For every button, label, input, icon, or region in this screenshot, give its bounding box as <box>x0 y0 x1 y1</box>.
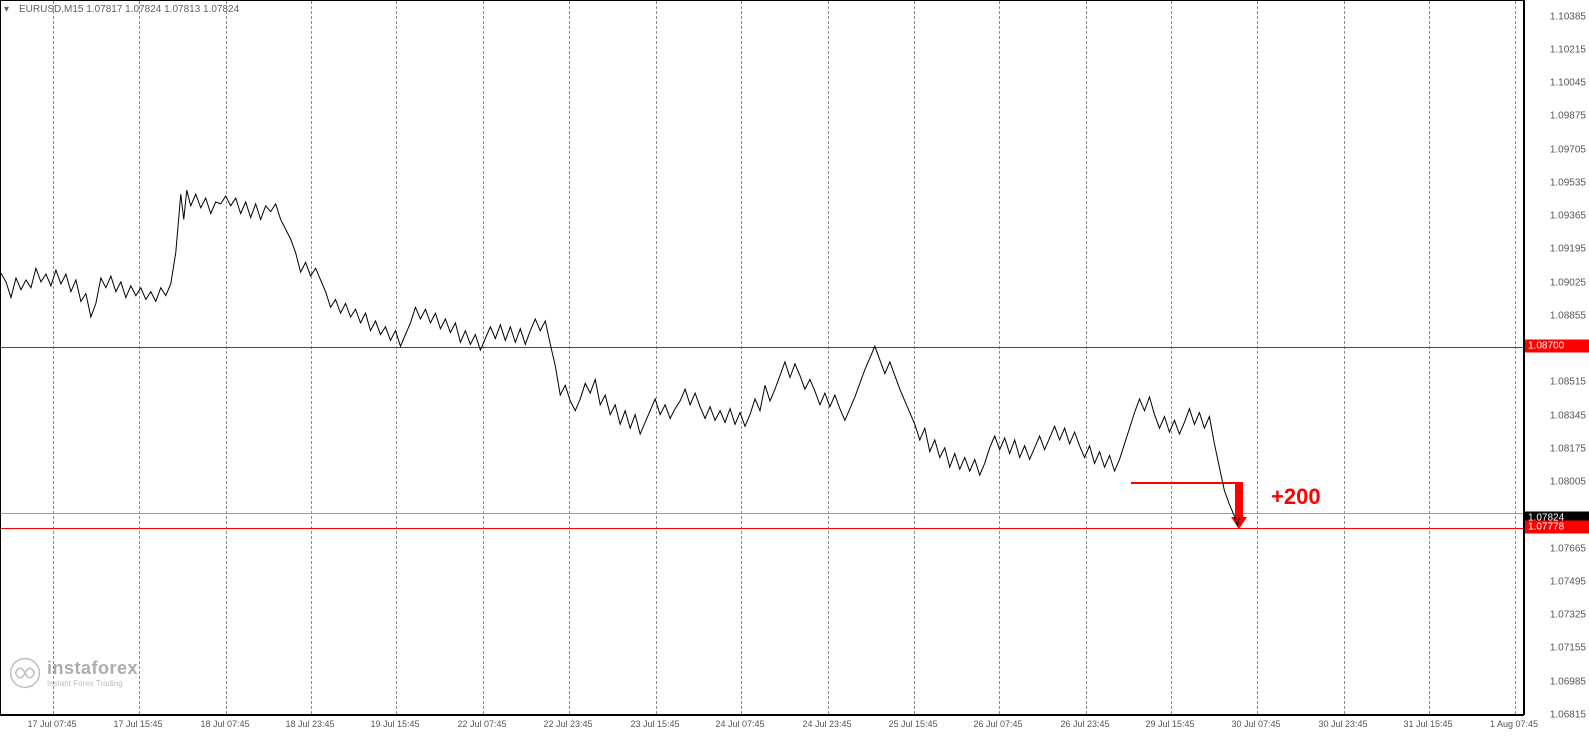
y-tick-label: 1.08855 <box>1550 310 1586 321</box>
x-tick-label: 24 Jul 23:45 <box>802 719 851 729</box>
y-tick-label: 1.07665 <box>1550 543 1586 554</box>
chart-plot-area[interactable]: ▾ EURUSD,M15 1.07817 1.07824 1.07813 1.0… <box>0 0 1524 715</box>
minimize-icon[interactable]: ▾ <box>4 4 9 15</box>
x-tick-label: 31 Jul 15:45 <box>1403 719 1452 729</box>
x-tick-label: 18 Jul 07:45 <box>200 719 249 729</box>
y-tick-label: 1.09195 <box>1550 244 1586 255</box>
y-axis: 1.10385 1.10215 1.10045 1.09875 1.09705 1.095… <box>1524 0 1589 715</box>
y-tick-label: 1.08175 <box>1550 443 1586 454</box>
x-tick-label: 25 Jul 15:45 <box>888 719 937 729</box>
x-tick-label: 19 Jul 15:45 <box>370 719 419 729</box>
x-tick-label: 26 Jul 23:45 <box>1060 719 1109 729</box>
x-tick-label: 26 Jul 07:45 <box>973 719 1022 729</box>
watermark: instaforex Instant Forex Trading <box>9 657 138 689</box>
x-tick-label: 22 Jul 23:45 <box>543 719 592 729</box>
x-tick-label: 30 Jul 23:45 <box>1318 719 1367 729</box>
y-tick-label: 1.09535 <box>1550 177 1586 188</box>
price-marker: 1.08700 <box>1525 340 1589 353</box>
x-tick-label: 30 Jul 07:45 <box>1231 719 1280 729</box>
x-tick-label: 22 Jul 07:45 <box>457 719 506 729</box>
y-tick-label: 1.07495 <box>1550 576 1586 587</box>
y-tick-label: 1.09365 <box>1550 211 1586 222</box>
y-tick-label: 1.08345 <box>1550 410 1586 421</box>
y-tick-label: 1.09875 <box>1550 111 1586 122</box>
y-tick-label: 1.07155 <box>1550 643 1586 654</box>
y-tick-label: 1.09025 <box>1550 277 1586 288</box>
x-tick-label: 18 Jul 23:45 <box>285 719 334 729</box>
y-tick-label: 1.10045 <box>1550 78 1586 89</box>
chart-title: EURUSD,M15 1.07817 1.07824 1.07813 1.078… <box>19 4 239 15</box>
x-tick-label: 24 Jul 07:45 <box>715 719 764 729</box>
price-marker: 1.07778 <box>1525 520 1589 533</box>
x-tick-label: 29 Jul 15:45 <box>1145 719 1194 729</box>
y-tick-label: 1.06985 <box>1550 676 1586 687</box>
watermark-logo-icon <box>9 657 41 689</box>
y-tick-label: 1.10215 <box>1550 44 1586 55</box>
chart-container: ▾ EURUSD,M15 1.07817 1.07824 1.07813 1.0… <box>0 0 1589 737</box>
x-axis: 17 Jul 07:45 17 Jul 15:45 18 Jul 07:45 18 J… <box>0 715 1524 737</box>
x-tick-label: 17 Jul 07:45 <box>27 719 76 729</box>
y-tick-label: 1.06815 <box>1550 710 1586 721</box>
y-tick-label: 1.08515 <box>1550 377 1586 388</box>
y-tick-label: 1.09705 <box>1550 144 1586 155</box>
x-tick-label: 23 Jul 15:45 <box>630 719 679 729</box>
price-line <box>1 1 1523 714</box>
y-tick-label: 1.10385 <box>1550 11 1586 22</box>
watermark-tagline: Instant Forex Trading <box>47 679 138 688</box>
y-tick-label: 1.07325 <box>1550 610 1586 621</box>
y-tick-label: 1.08005 <box>1550 477 1586 488</box>
x-tick-label: 17 Jul 15:45 <box>113 719 162 729</box>
watermark-brand: instaforex <box>47 658 138 679</box>
x-tick-label: 1 Aug 07:45 <box>1490 719 1538 729</box>
